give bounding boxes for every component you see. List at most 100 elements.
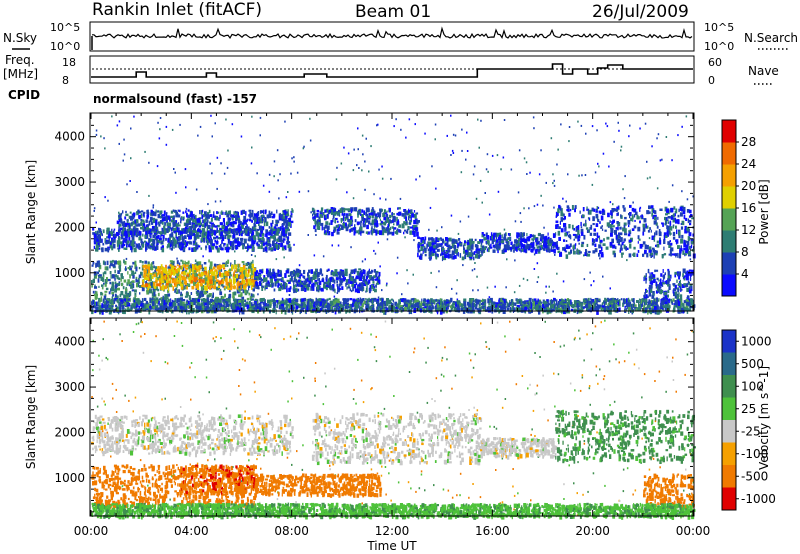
- range-cell: [219, 222, 223, 226]
- range-cell: [256, 217, 258, 223]
- range-cell: [231, 217, 234, 221]
- scatter-cell: [350, 290, 353, 293]
- range-cell: [134, 224, 136, 229]
- range-cell: [545, 245, 548, 248]
- nsky-line: [92, 26, 693, 39]
- scatter-cell: [671, 159, 673, 162]
- range-cell: [436, 243, 440, 248]
- range-cell: [252, 242, 255, 248]
- range-cell: [338, 209, 341, 213]
- range-cell: [148, 238, 151, 243]
- range-cell: [641, 215, 644, 219]
- range-cell: [443, 250, 445, 255]
- range-cell: [465, 252, 469, 255]
- range-cell: [121, 244, 124, 249]
- range-cell: [348, 213, 352, 217]
- range-cell: [204, 279, 208, 283]
- range-cell: [334, 288, 336, 294]
- range-cell: [187, 260, 190, 265]
- range-cell: [521, 233, 523, 238]
- range-cell: [173, 268, 176, 271]
- range-cell: [325, 287, 328, 291]
- range-cell: [329, 281, 331, 286]
- range-cell: [577, 225, 580, 230]
- range-cell: [173, 271, 176, 276]
- range-cell: [142, 279, 144, 282]
- range-cell: [260, 240, 264, 243]
- range-cell: [474, 238, 477, 242]
- range-cell: [654, 269, 656, 273]
- range-cell: [193, 227, 196, 232]
- range-cell: [672, 217, 676, 223]
- range-cell: [316, 285, 319, 290]
- range-cell: [172, 223, 175, 228]
- range-cell: [442, 256, 445, 261]
- range-cell: [533, 247, 536, 250]
- range-cell: [127, 228, 131, 232]
- range-cell: [186, 286, 188, 290]
- range-cell: [150, 283, 154, 288]
- range-cell: [205, 247, 207, 251]
- scatter-cell: [293, 243, 295, 246]
- range-cell: [158, 278, 161, 283]
- range-cell: [243, 299, 247, 302]
- range-cell: [389, 226, 392, 231]
- range-cell: [182, 260, 184, 265]
- range-cell: [416, 212, 419, 215]
- scatter-cell: [648, 237, 651, 240]
- range-cell: [485, 232, 488, 238]
- range-cell: [240, 285, 242, 290]
- scatter-cell: [533, 253, 536, 256]
- range-cell: [141, 219, 145, 222]
- range-cell: [574, 234, 578, 239]
- range-cell: [545, 242, 548, 247]
- range-cell: [270, 278, 273, 284]
- range-cell: [334, 219, 336, 223]
- range-cell: [573, 250, 575, 254]
- range-cell: [648, 249, 652, 253]
- range-cell: [126, 219, 129, 225]
- range-cell: [357, 300, 361, 304]
- range-cell: [191, 273, 193, 276]
- range-cell: [193, 247, 197, 252]
- range-cell: [234, 210, 237, 214]
- range-cell: [344, 216, 347, 221]
- range-cell: [666, 231, 669, 235]
- range-cell: [204, 217, 208, 221]
- range-cell: [659, 282, 662, 286]
- range-cell: [114, 288, 117, 293]
- range-cell: [141, 241, 145, 245]
- range-cell: [331, 285, 333, 289]
- range-cell: [638, 238, 641, 241]
- scatter-cell: [129, 180, 131, 182]
- range-cell: [190, 231, 193, 236]
- scatter-cell: [211, 172, 213, 175]
- range-cell: [346, 280, 348, 286]
- range-cell: [223, 286, 226, 289]
- range-cell: [250, 298, 252, 301]
- scatter-cell: [669, 240, 671, 243]
- range-cell: [683, 300, 686, 304]
- range-cell: [601, 208, 604, 213]
- scatter-cell: [199, 125, 202, 128]
- range-cell: [366, 224, 369, 230]
- range-cell: [180, 259, 183, 262]
- scatter-cell: [404, 236, 406, 239]
- range-cell: [543, 236, 546, 240]
- range-cell: [207, 224, 211, 230]
- range-cell: [569, 208, 572, 212]
- scatter-cell: [668, 200, 670, 203]
- range-cell: [682, 273, 684, 278]
- range-cell: [276, 279, 280, 284]
- range-cell: [588, 217, 591, 221]
- range-cell: [273, 231, 276, 236]
- range-cell: [547, 247, 550, 253]
- range-cell: [252, 259, 254, 264]
- range-cell: [302, 286, 306, 289]
- range-cell: [271, 231, 274, 234]
- range-cell: [352, 227, 356, 231]
- range-cell: [196, 274, 198, 277]
- range-cell: [273, 236, 276, 241]
- range-cell: [293, 282, 295, 286]
- scatter-cell: [262, 184, 265, 187]
